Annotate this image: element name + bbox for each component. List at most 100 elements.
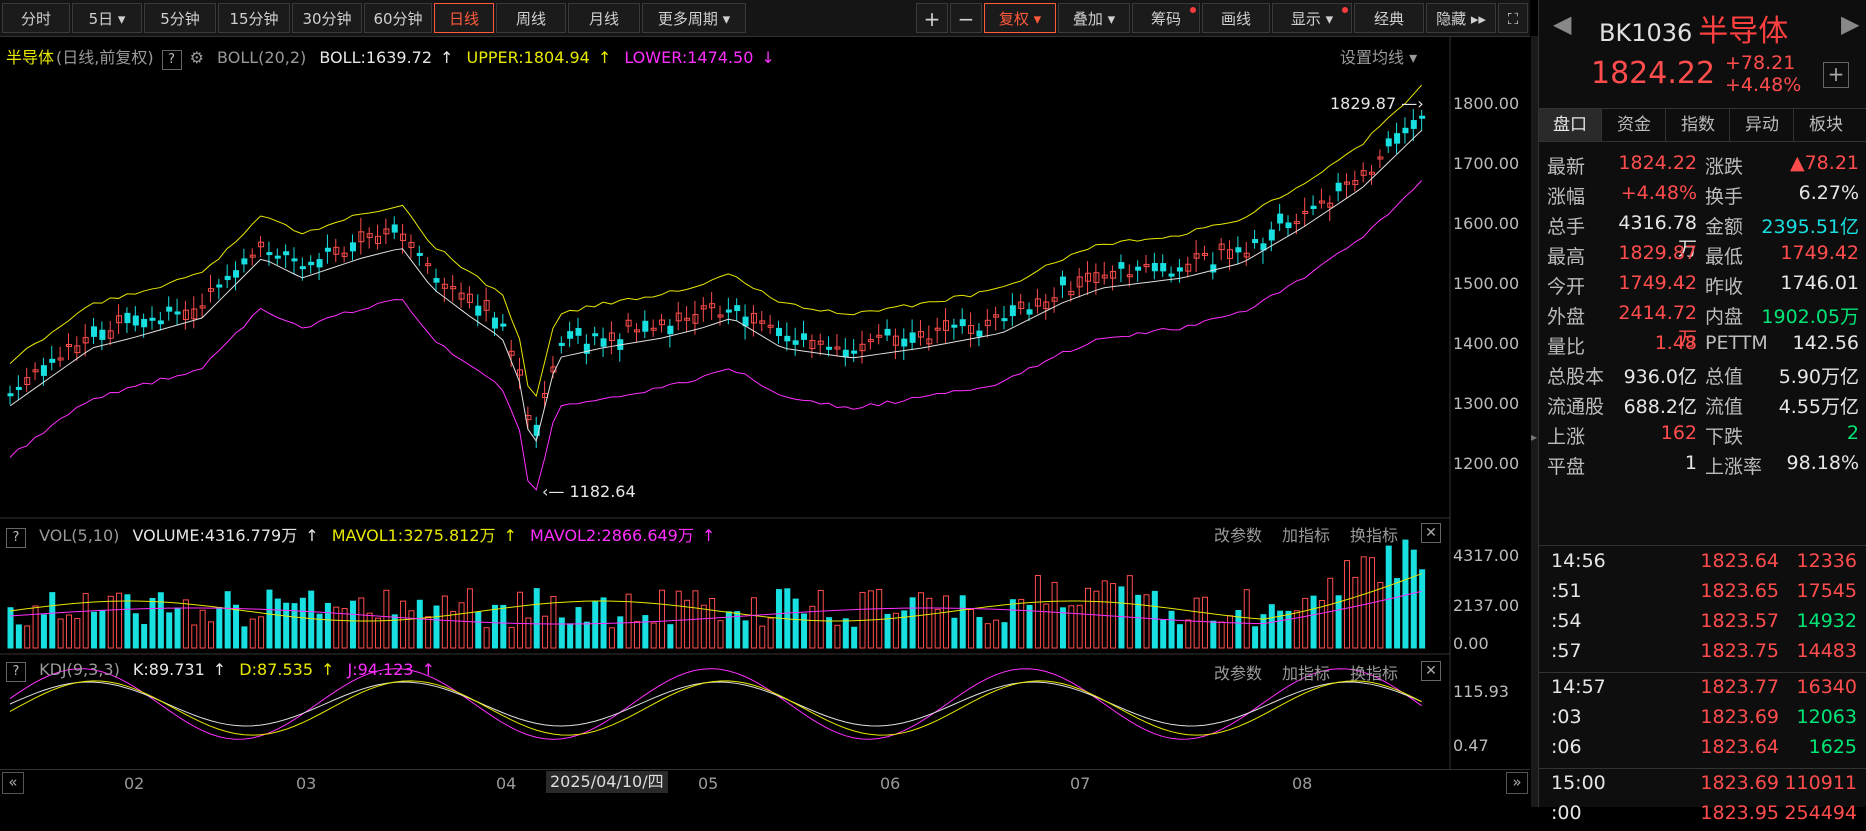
tick-volume: 14932 [1796, 610, 1857, 632]
period-tab-30min[interactable]: 30分钟 [292, 3, 362, 33]
kline-chart-area[interactable]: 半导体 (日线,前复权)? ⚙ BOLL(20,2) BOLL:1639.72 ↑ U… [0, 36, 1530, 807]
help-button[interactable]: ? [6, 528, 26, 548]
period-tab-15min[interactable]: 15分钟 [218, 3, 290, 33]
scroll-left-icon[interactable]: « [2, 772, 24, 794]
volume-bar [834, 624, 841, 649]
display-dropdown[interactable]: 显示 ▾ [1272, 3, 1352, 33]
volume-bar [491, 604, 498, 649]
hide-button[interactable]: 隐藏 ▸▸ [1426, 3, 1496, 33]
tab-orderbook[interactable]: 盘口 [1539, 109, 1602, 141]
tab-index[interactable]: 指数 [1667, 109, 1730, 141]
candle-body [450, 285, 457, 290]
quote-label: 内盘 [1705, 306, 1744, 328]
candle-body [876, 334, 883, 338]
quote-row: 涨幅 +4.48% 换手 6.27% [1547, 182, 1861, 212]
candle-body [408, 241, 415, 248]
period-tab-60min[interactable]: 60分钟 [364, 3, 432, 33]
period-tab-intraday[interactable]: 分时 [2, 3, 70, 33]
volume-bar [1235, 610, 1242, 649]
candle-body [717, 314, 724, 318]
period-tab-monthly[interactable]: 月线 [568, 3, 640, 33]
tab-movement[interactable]: 异动 [1731, 109, 1794, 141]
candle-body [216, 284, 223, 288]
price-change: +78.21 [1725, 52, 1796, 74]
fullscreen-icon[interactable]: ⛶ [1498, 3, 1528, 33]
overlay-dropdown[interactable]: 叠加 ▾ [1058, 3, 1130, 33]
classic-button[interactable]: 经典 [1354, 3, 1424, 33]
chips-button[interactable]: 筹码 [1132, 3, 1200, 33]
quote-row: 最新 1824.22 涨跌 ▲78.21 [1547, 152, 1861, 182]
boll-mid-value: BOLL:1639.72 ↑ [319, 48, 454, 67]
quote-label: 外盘 [1547, 306, 1586, 328]
splitter-handle[interactable] [1531, 36, 1538, 807]
volume-bar [993, 619, 1000, 649]
kdj-add-indicator-link[interactable]: 加指标 [1282, 664, 1331, 683]
boll-lower-line [9, 180, 1423, 491]
adjust-dropdown[interactable]: 复权 ▾ [984, 3, 1056, 33]
help-button[interactable]: ? [6, 662, 26, 682]
candle-body [867, 339, 874, 343]
ma-settings-link[interactable]: 设置均线 ▾ [1340, 48, 1418, 67]
prev-stock-icon[interactable]: ◀ [1553, 10, 1572, 38]
add-watchlist-icon[interactable]: + [1823, 62, 1849, 88]
candle-body [124, 312, 131, 324]
volume-bar [375, 617, 382, 649]
tick-row: :03 1823.69 12063 [1539, 706, 1866, 735]
volume-bar [1377, 581, 1384, 649]
month-label: 04 [496, 774, 517, 793]
close-icon[interactable]: ✕ [1421, 661, 1441, 681]
volume-bar [107, 595, 114, 649]
vol-add-indicator-link[interactable]: 加指标 [1282, 526, 1331, 545]
candle-body [199, 305, 206, 309]
period-tab-weekly[interactable]: 周线 [496, 3, 566, 33]
quote-row: 最高 1829.87 最低 1749.42 [1547, 242, 1861, 272]
help-button[interactable]: ? [161, 50, 182, 70]
kdj-switch-indicator-link[interactable]: 换指标 [1350, 664, 1399, 683]
more-periods-dropdown[interactable]: 更多周期 ▾ [642, 3, 746, 33]
splitter-arrow-icon[interactable]: ▸ [1531, 430, 1538, 444]
candle-body [74, 345, 81, 354]
vol-change-params-link[interactable]: 改参数 [1214, 526, 1263, 545]
kdj-change-params-link[interactable]: 改参数 [1214, 664, 1263, 683]
tab-funds[interactable]: 资金 [1603, 109, 1666, 141]
candle-body [433, 278, 440, 283]
zoom-out-button[interactable]: − [950, 3, 982, 33]
volume-bar [1009, 599, 1016, 649]
volume-bar [1277, 610, 1284, 649]
close-icon[interactable]: ✕ [1421, 523, 1441, 543]
volume-bar [842, 618, 849, 649]
candle-body [1419, 115, 1426, 119]
vol-switch-indicator-link[interactable]: 换指标 [1350, 526, 1399, 545]
period-tab-5min[interactable]: 5分钟 [144, 3, 216, 33]
zoom-in-button[interactable]: + [916, 3, 948, 33]
next-stock-icon[interactable]: ▶ [1841, 10, 1860, 38]
draw-line-button[interactable]: 画线 [1202, 3, 1270, 33]
volume-bar [717, 620, 724, 649]
candle-body [82, 337, 89, 344]
quote-label: 平盘 [1547, 456, 1586, 478]
settings-icon[interactable]: ⚙ [189, 48, 204, 67]
volume-bar [400, 600, 407, 649]
volume-bar [433, 605, 440, 649]
quote-label: 上涨 [1547, 426, 1586, 448]
scroll-right-icon[interactable]: » [1506, 772, 1528, 794]
month-label: 05 [698, 774, 719, 793]
volume-bar [157, 592, 164, 649]
tab-sector[interactable]: 板块 [1809, 115, 1843, 135]
period-tab-daily[interactable]: 日线 [434, 3, 494, 33]
candle-body [851, 350, 858, 354]
volume-bar [809, 605, 816, 649]
volume-bar [316, 613, 323, 649]
month-label: 07 [1070, 774, 1091, 793]
candle-body [1009, 305, 1016, 317]
volume-bar [91, 611, 98, 649]
candle-body [483, 300, 490, 311]
candle-body [358, 231, 365, 243]
candle-body [182, 309, 189, 320]
volume-bar [341, 608, 348, 649]
volume-bar [1260, 614, 1267, 649]
candle-body [625, 319, 632, 327]
candle-body [1385, 138, 1392, 147]
period-tab-5day[interactable]: 5日 ▾ [72, 3, 142, 33]
candle-body [57, 357, 64, 361]
